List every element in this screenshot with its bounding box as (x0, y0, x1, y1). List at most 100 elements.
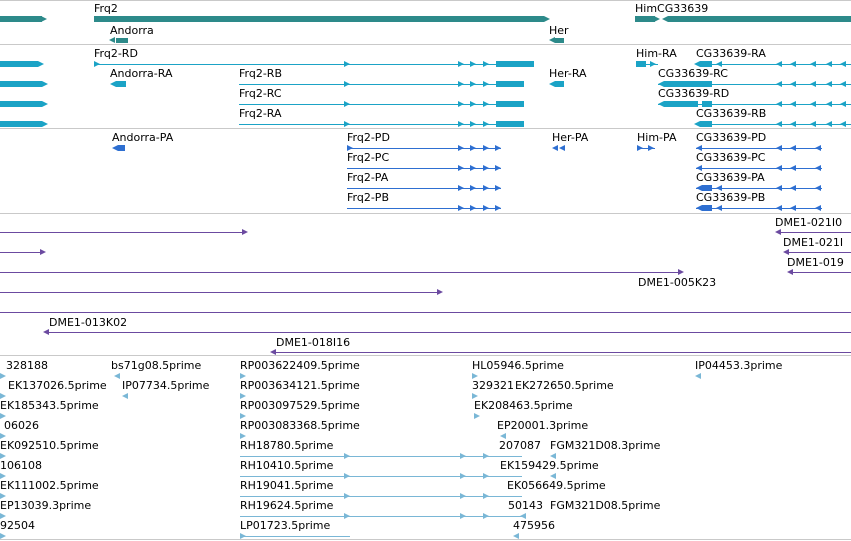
est-label[interactable]: EK056649.5prime (507, 479, 606, 492)
clone-label-dme1-005k23[interactable]: DME1-005K23 (638, 276, 717, 289)
mrna-feature-left[interactable] (0, 101, 42, 107)
protein-label-him-pa[interactable]: Him-PA (637, 131, 677, 144)
mrna-exon[interactable] (700, 121, 712, 127)
est-label[interactable]: bs71g08.5prime (111, 359, 202, 372)
clone-feature[interactable] (793, 272, 851, 273)
gene-label-andorra[interactable]: Andorra (110, 24, 154, 37)
mrna-exon[interactable] (702, 101, 712, 107)
gene-feature-cg33639[interactable] (668, 16, 851, 22)
mrna-label-andorra-ra[interactable]: Andorra-RA (110, 67, 173, 80)
protein-label-frq2-pd[interactable]: Frq2-PD (347, 131, 390, 144)
est-label[interactable]: IP04453.3prime (695, 359, 783, 372)
clone-feature[interactable] (49, 332, 851, 333)
est-label[interactable]: RH19041.5prime (240, 479, 334, 492)
protein-label-cg33639-pa[interactable]: CG33639-PA (696, 171, 765, 184)
est-label[interactable]: IP07734.5prime (122, 379, 210, 392)
clone-label-dme1-021i0[interactable]: DME1-021I0 (775, 216, 843, 229)
mrna-exon[interactable] (664, 101, 698, 107)
est-label[interactable]: RP003622409.5prime (240, 359, 360, 372)
clone-label-dme1-019[interactable]: DME1-019 (787, 256, 844, 269)
clone-feature[interactable] (0, 272, 678, 273)
mrna-exon[interactable] (496, 101, 524, 107)
est-label[interactable]: RH10410.5prime (240, 459, 334, 472)
est-label[interactable]: EP13039.3prime (0, 499, 92, 512)
est-label[interactable]: 06026 (4, 419, 39, 432)
est-label[interactable]: EK159429.5prime (500, 459, 599, 472)
protein-exon[interactable] (702, 205, 712, 211)
est-label[interactable]: 207087 (499, 439, 541, 452)
clone-feature[interactable] (0, 252, 40, 253)
protein-label-frq2-pb[interactable]: Frq2-PB (347, 191, 389, 204)
est-label[interactable]: 328188 (6, 359, 48, 372)
mrna-exon[interactable] (496, 61, 534, 67)
gene-feature-him[interactable] (635, 16, 655, 22)
est-label[interactable]: EP20001.3prime (497, 419, 589, 432)
mrna-label-frq2-rb[interactable]: Frq2-RB (239, 67, 282, 80)
mrna-feature-left[interactable] (0, 121, 42, 127)
mrna-label-cg33639-ra[interactable]: CG33639-RA (696, 47, 766, 60)
clone-feature[interactable] (789, 252, 851, 253)
gene-label-frq2[interactable]: Frq2 (94, 2, 118, 15)
est-label[interactable]: 50143 (508, 499, 543, 512)
est-label[interactable]: RH19624.5prime (240, 499, 334, 512)
est-label[interactable]: FGM321D08.5prime (550, 499, 661, 512)
est-label[interactable]: EK092510.5prime (0, 439, 99, 452)
protein-label-frq2-pc[interactable]: Frq2-PC (347, 151, 390, 164)
clone-feature[interactable] (0, 232, 242, 233)
mrna-exon[interactable] (496, 121, 524, 127)
est-label[interactable]: 475956 (513, 519, 555, 532)
gene-feature-andorra[interactable] (116, 38, 128, 43)
est-label[interactable]: LP01723.5prime (240, 519, 331, 532)
mrna-feature-left[interactable] (0, 61, 38, 67)
mrna-label-cg33639-rb[interactable]: CG33639-RB (696, 107, 767, 120)
clone-label-dme1-021i[interactable]: DME1-021I (783, 236, 844, 249)
protein-label-andorra-pa[interactable]: Andorra-PA (112, 131, 174, 144)
clone-label-dme1-013k02[interactable]: DME1-013K02 (49, 316, 128, 329)
clone-feature[interactable] (781, 232, 851, 233)
est-label[interactable]: RP003097529.5prime (240, 399, 360, 412)
gene-label-himcg33639[interactable]: HimCG33639 (635, 2, 709, 15)
clone-feature[interactable] (0, 292, 437, 293)
est-label[interactable]: FGM321D08.3prime (550, 439, 661, 452)
est-label[interactable]: 92504 (0, 519, 35, 532)
est-label[interactable]: 106108 (0, 459, 42, 472)
protein-exon[interactable] (118, 145, 125, 151)
mrna-label-frq2-ra[interactable]: Frq2-RA (239, 107, 282, 120)
clone-label-dme1-018i16[interactable]: DME1-018I16 (276, 336, 351, 349)
clone-feature[interactable] (276, 352, 851, 353)
protein-label-her-pa[interactable]: Her-PA (552, 131, 589, 144)
gene-feature-her[interactable] (555, 38, 564, 43)
mrna-exon[interactable] (664, 81, 712, 87)
gene-feature-frq2[interactable] (94, 16, 544, 22)
mrna-label-her-ra[interactable]: Her-RA (549, 67, 587, 80)
mrna-label-frq2-rc[interactable]: Frq2-RC (239, 87, 282, 100)
est-label[interactable]: RP003634121.5prime (240, 379, 360, 392)
mrna-exon[interactable] (116, 81, 126, 87)
mrna-label-him-ra[interactable]: Him-RA (636, 47, 677, 60)
mrna-exon[interactable] (496, 81, 524, 87)
protein-label-cg33639-pb[interactable]: CG33639-PB (696, 191, 766, 204)
gene-feature-left[interactable] (0, 16, 42, 22)
mrna-label-frq2-rd[interactable]: Frq2-RD (94, 47, 138, 60)
gene-label-her[interactable]: Her (549, 24, 569, 37)
est-label[interactable]: EK208463.5prime (474, 399, 573, 412)
protein-label-cg33639-pd[interactable]: CG33639-PD (696, 131, 767, 144)
est-label[interactable]: EK272650.5prime (515, 379, 614, 392)
clone-feature[interactable] (0, 312, 851, 313)
est-label[interactable]: EK137026.5prime (8, 379, 107, 392)
est-label[interactable]: RH18780.5prime (240, 439, 334, 452)
est-label[interactable]: HL05946.5prime (472, 359, 564, 372)
mrna-exon[interactable] (700, 61, 712, 67)
est-label[interactable]: RP003083368.5prime (240, 419, 360, 432)
protein-label-frq2-pa[interactable]: Frq2-PA (347, 171, 389, 184)
mrna-exon[interactable] (636, 61, 646, 67)
mrna-label-cg33639-rc[interactable]: CG33639-RC (658, 67, 728, 80)
protein-label-cg33639-pc[interactable]: CG33639-PC (696, 151, 766, 164)
est-label[interactable]: EK111002.5prime (0, 479, 99, 492)
est-label[interactable]: EK185343.5prime (0, 399, 99, 412)
mrna-feature-left[interactable] (0, 81, 42, 87)
est-label[interactable]: 329321 (472, 379, 514, 392)
protein-exon[interactable] (702, 185, 712, 191)
mrna-label-cg33639-rd[interactable]: CG33639-RD (658, 87, 730, 100)
mrna-exon[interactable] (555, 81, 564, 87)
